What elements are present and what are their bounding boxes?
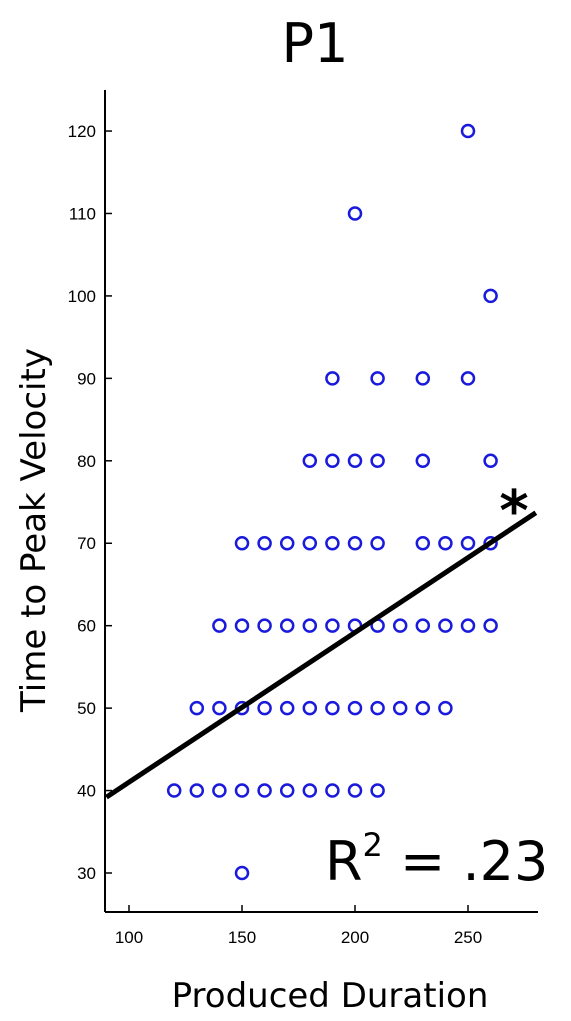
data-point (347, 453, 363, 469)
data-point (370, 783, 385, 798)
data-point (302, 618, 318, 633)
y-tick-label: 110 (69, 204, 96, 223)
data-point (302, 700, 318, 716)
x-axis-label: Produced Duration (172, 976, 489, 1016)
chart-title: P1 (282, 12, 349, 75)
data-point (234, 535, 250, 551)
x-tick-label: 150 (228, 928, 256, 947)
r-squared-label: R2 = .23 (325, 826, 548, 893)
data-point (234, 700, 250, 716)
r-squared-exponent: 2 (363, 826, 383, 864)
data-point (325, 535, 340, 551)
data-point (189, 783, 205, 798)
r-squared-value: = .23 (383, 830, 548, 893)
data-point (279, 535, 295, 551)
data-point (415, 535, 431, 551)
data-point (325, 371, 340, 386)
data-point (279, 783, 295, 798)
x-tick-label: 200 (341, 928, 369, 947)
y-tick-label: 90 (77, 369, 96, 388)
data-point (257, 700, 272, 716)
data-point (189, 700, 205, 716)
data-point (212, 783, 227, 798)
y-axis-label: Time to Peak Velocity (14, 348, 54, 713)
data-point (370, 371, 385, 386)
data-point (234, 783, 250, 798)
y-tick-label: 60 (77, 617, 96, 636)
data-point (460, 618, 476, 633)
y-tick-label: 100 (68, 287, 96, 306)
significance-star: * (499, 479, 528, 544)
data-point (325, 453, 340, 469)
data-point (415, 371, 431, 386)
data-point (483, 288, 498, 304)
x-tick-label: 250 (454, 928, 482, 947)
data-point (325, 700, 340, 716)
data-point (212, 618, 227, 633)
data-point (279, 618, 295, 633)
data-point (438, 618, 453, 633)
data-point (234, 865, 250, 881)
data-point (347, 783, 363, 798)
data-point (347, 700, 363, 716)
data-point (370, 700, 385, 716)
data-point (325, 783, 340, 798)
data-point (302, 453, 318, 469)
x-tick-label: 100 (115, 928, 143, 947)
y-tick-label: 50 (77, 699, 96, 718)
data-point (234, 618, 250, 633)
y-tick-label: 30 (77, 864, 96, 883)
data-point (347, 535, 363, 551)
data-point (257, 618, 272, 633)
data-point (438, 700, 453, 716)
y-tick-label: 80 (77, 452, 96, 471)
data-point (460, 535, 476, 551)
data-point (415, 700, 431, 716)
data-point (279, 700, 295, 716)
y-tick-label: 70 (77, 534, 96, 553)
data-point (483, 535, 498, 551)
fit-line-layer (105, 510, 538, 800)
data-point (415, 453, 431, 469)
data-point (370, 453, 385, 469)
data-point (460, 371, 476, 386)
data-point (166, 783, 182, 798)
data-point (325, 618, 340, 633)
y-axis: 30 40 50 60 70 80 90 100 110 120 (68, 90, 112, 912)
r-squared-base: R (325, 830, 363, 893)
data-point (370, 535, 385, 551)
data-point (460, 123, 476, 139)
data-point (257, 535, 272, 551)
data-point (415, 618, 431, 633)
data-point (392, 618, 408, 633)
data-point (302, 535, 318, 551)
data-point (347, 206, 363, 221)
data-point (302, 783, 318, 798)
y-tick-label: 40 (77, 782, 96, 801)
regression-line (105, 510, 538, 800)
x-axis: 100 150 200 250 (105, 905, 538, 947)
points-layer (166, 123, 498, 881)
data-point (438, 535, 453, 551)
data-point (212, 700, 227, 716)
data-point (257, 783, 272, 798)
data-point (483, 453, 498, 469)
data-point (483, 618, 498, 633)
y-tick-label: 120 (68, 122, 96, 141)
data-point (392, 700, 408, 716)
